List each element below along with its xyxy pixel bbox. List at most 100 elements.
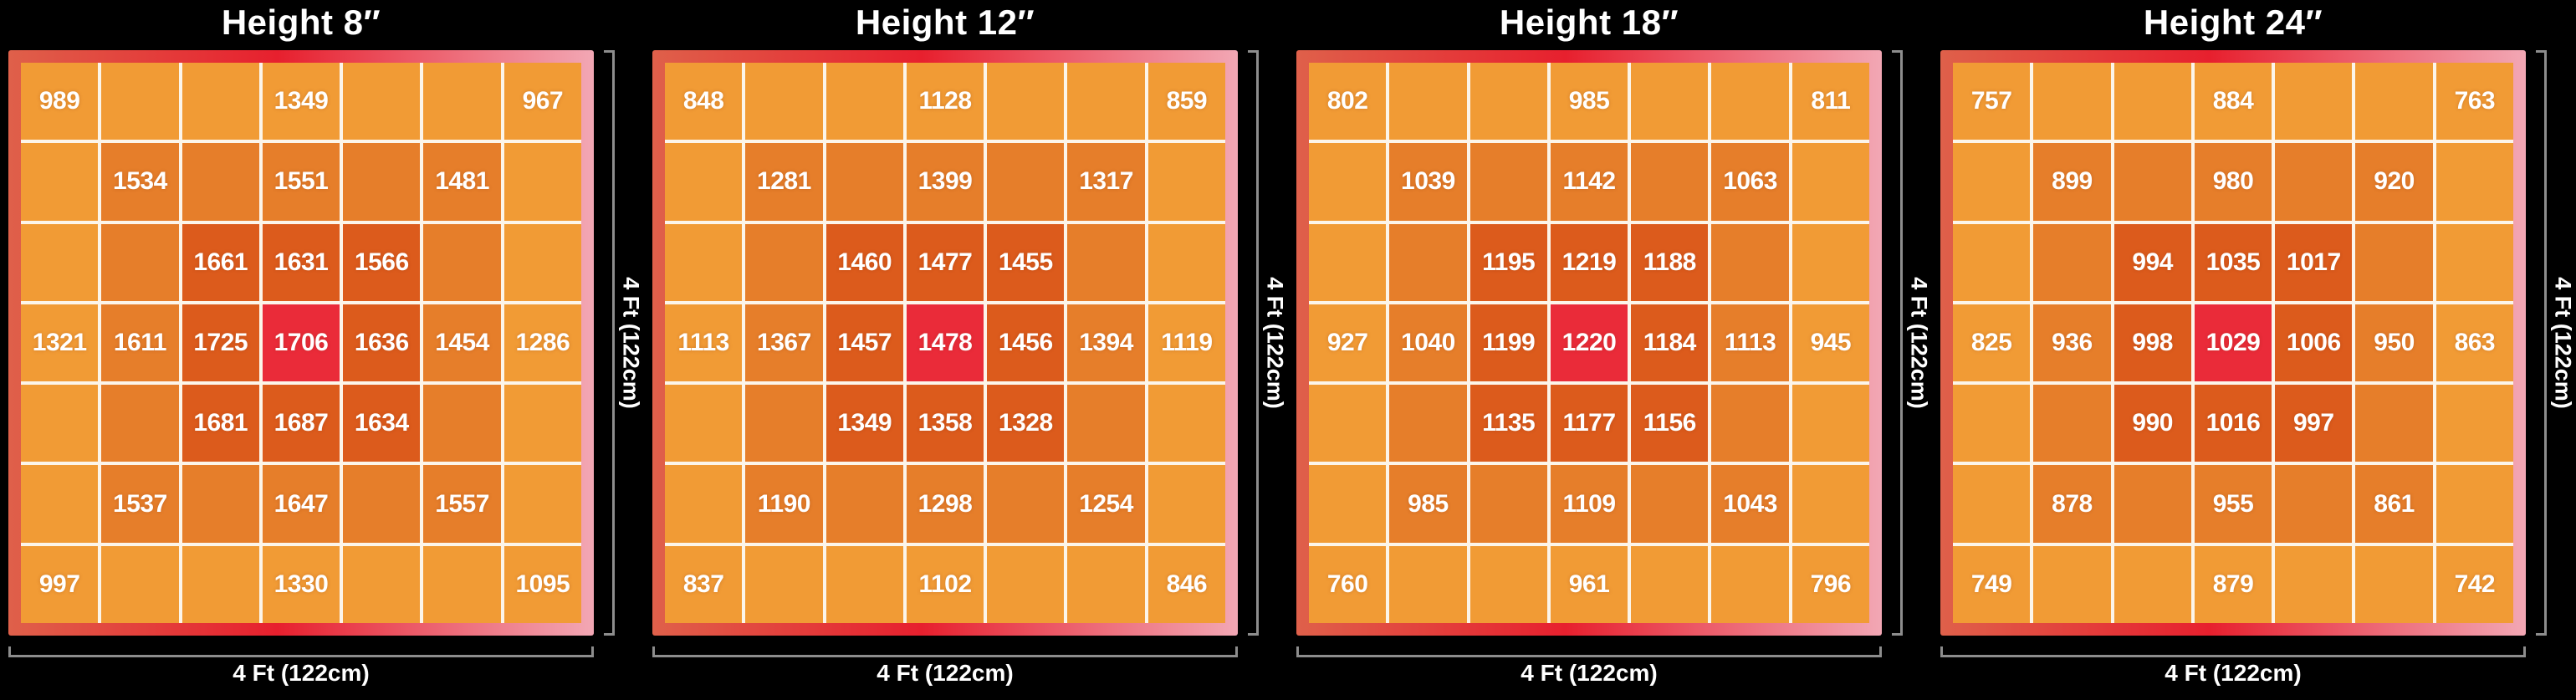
heatmap-cell: 1298 (906, 465, 984, 543)
heatmap-cell (1953, 465, 2031, 543)
heatmap-cell: 1358 (906, 385, 984, 462)
heatmap-cell: 950 (2355, 304, 2433, 382)
heatmap-cell: 1039 (1389, 143, 1467, 221)
heatmap-cell: 1017 (2275, 223, 2353, 301)
heatmap-cell (21, 143, 99, 221)
heatmap-cell: 878 (2033, 465, 2111, 543)
heatmap-cell: 936 (2033, 304, 2111, 382)
heatmap-with-height-dimension: 802 985 811 1039 1142 1063 1195 1219 1188 927 1040… (1296, 50, 1935, 636)
heatmap-cell: 990 (2113, 385, 2191, 462)
heatmap-cell (1147, 223, 1225, 301)
heatmap-cell: 945 (1791, 304, 1869, 382)
heatmap-cell: 1367 (745, 304, 823, 382)
heatmap-cell: 998 (2113, 304, 2191, 382)
heatmap-cell: 1455 (987, 223, 1065, 301)
heatmap-cell (825, 545, 903, 623)
heatmap-cell: 1328 (987, 385, 1065, 462)
width-dimension-bracket (1296, 646, 1882, 657)
height-dimension-label: 4 Ft (122cm) (1906, 277, 1932, 409)
heatmap-cell (2435, 223, 2513, 301)
heatmap-cell (101, 63, 179, 141)
heatmap-cell: 1636 (343, 304, 421, 382)
heatmap-cell (2435, 143, 2513, 221)
panel-title: Height 24″ (2143, 3, 2323, 42)
heatmap-cell: 1706 (262, 304, 340, 382)
heatmap-cell (665, 143, 743, 221)
panel-title: Height 12″ (855, 3, 1035, 42)
heatmap-with-height-dimension: 989 1349 967 1534 1551 1481 1661 1631 1566 1321 16… (8, 50, 647, 636)
heatmap-cell (2435, 385, 2513, 462)
width-dimension-label: 4 Ft (122cm) (1521, 660, 1658, 686)
heatmap-cell: 920 (2355, 143, 2433, 221)
heatmap-cell (1631, 465, 1709, 543)
heatmap-cell (101, 545, 179, 623)
heatmap-cell (825, 465, 903, 543)
heatmap-cell: 846 (1147, 545, 1225, 623)
heatmap-cell (1309, 223, 1387, 301)
heatmap-cell: 1220 (1550, 304, 1628, 382)
heatmap-cell: 802 (1309, 63, 1387, 141)
heatmap-cell: 1681 (181, 385, 259, 462)
heatmap-cell (1953, 223, 2031, 301)
heatmap-cell (1067, 385, 1145, 462)
heatmap-cell (423, 385, 501, 462)
heatmap-cell (987, 63, 1065, 141)
heatmap-cell: 863 (2435, 304, 2513, 382)
heatmap-cell (2355, 545, 2433, 623)
heatmap-cell (1309, 385, 1387, 462)
heatmap-cell (1631, 63, 1709, 141)
heatmap-panel: Height 8″ 989 1349 967 1534 1551 1481 1661 1631 1… (0, 0, 644, 700)
heatmap-cell: 1634 (343, 385, 421, 462)
heatmap-cell: 757 (1953, 63, 2031, 141)
heatmap-cell: 1119 (1147, 304, 1225, 382)
heatmap-cell: 1399 (906, 143, 984, 221)
heatmap-cell (1067, 223, 1145, 301)
heatmap-cell (181, 63, 259, 141)
heatmap-cell: 994 (2113, 223, 2191, 301)
heatmap-cell: 1537 (101, 465, 179, 543)
heatmap-cell (745, 63, 823, 141)
height-dimension-label-wrap: 4 Ft (122cm) (1259, 50, 1291, 636)
heatmap-cell: 848 (665, 63, 743, 141)
height-dimension-label: 4 Ft (122cm) (1262, 277, 1288, 409)
heatmap-cell: 1457 (825, 304, 903, 382)
heatmap-cell (665, 223, 743, 301)
heatmap-frame: 989 1349 967 1534 1551 1481 1661 1631 1566 1321 16… (8, 50, 594, 636)
heatmap-cell: 1661 (181, 223, 259, 301)
heatmap-cell: 1317 (1067, 143, 1145, 221)
heatmap-grid: 989 1349 967 1534 1551 1481 1661 1631 1566 1321 16… (21, 63, 581, 623)
height-dimension-bracket (604, 50, 615, 636)
heatmap-cell (1791, 465, 1869, 543)
heatmap-cell: 1557 (423, 465, 501, 543)
heatmap-cell: 1063 (1711, 143, 1789, 221)
heatmap-cell: 1006 (2275, 304, 2353, 382)
heatmap-cell (987, 143, 1065, 221)
heatmap-cell (343, 465, 421, 543)
heatmap-cell (2113, 545, 2191, 623)
height-dimension-label: 4 Ft (122cm) (618, 277, 644, 409)
heatmap-cell: 1040 (1389, 304, 1467, 382)
heatmap-cell (825, 143, 903, 221)
heatmap-cell: 1281 (745, 143, 823, 221)
height-dimension-bracket (1248, 50, 1259, 636)
heatmap-cell: 1043 (1711, 465, 1789, 543)
heatmap-cell (2033, 223, 2111, 301)
heatmap-cell: 796 (1791, 545, 1869, 623)
heatmap-cell: 1254 (1067, 465, 1145, 543)
width-dimension-label: 4 Ft (122cm) (233, 660, 370, 686)
heatmap-cell: 1478 (906, 304, 984, 382)
heatmap-cell: 985 (1389, 465, 1467, 543)
heatmap-frame: 757 884 763 899 980 920 994 1035 1017 825 936 998 10… (1940, 50, 2526, 636)
width-dimension-bracket (652, 646, 1238, 657)
heatmap-cell: 1135 (1469, 385, 1547, 462)
heatmap-cell: 1128 (906, 63, 984, 141)
heatmap-cell: 1631 (262, 223, 340, 301)
heatmap-cell (1791, 143, 1869, 221)
heatmap-cell: 884 (2194, 63, 2272, 141)
heatmap-cell: 811 (1791, 63, 1869, 141)
height-dimension-label-wrap: 4 Ft (122cm) (615, 50, 647, 636)
heatmap-cell (181, 465, 259, 543)
heatmap-cell: 763 (2435, 63, 2513, 141)
heatmap-cell: 927 (1309, 304, 1387, 382)
heatmap-cell: 1109 (1550, 465, 1628, 543)
